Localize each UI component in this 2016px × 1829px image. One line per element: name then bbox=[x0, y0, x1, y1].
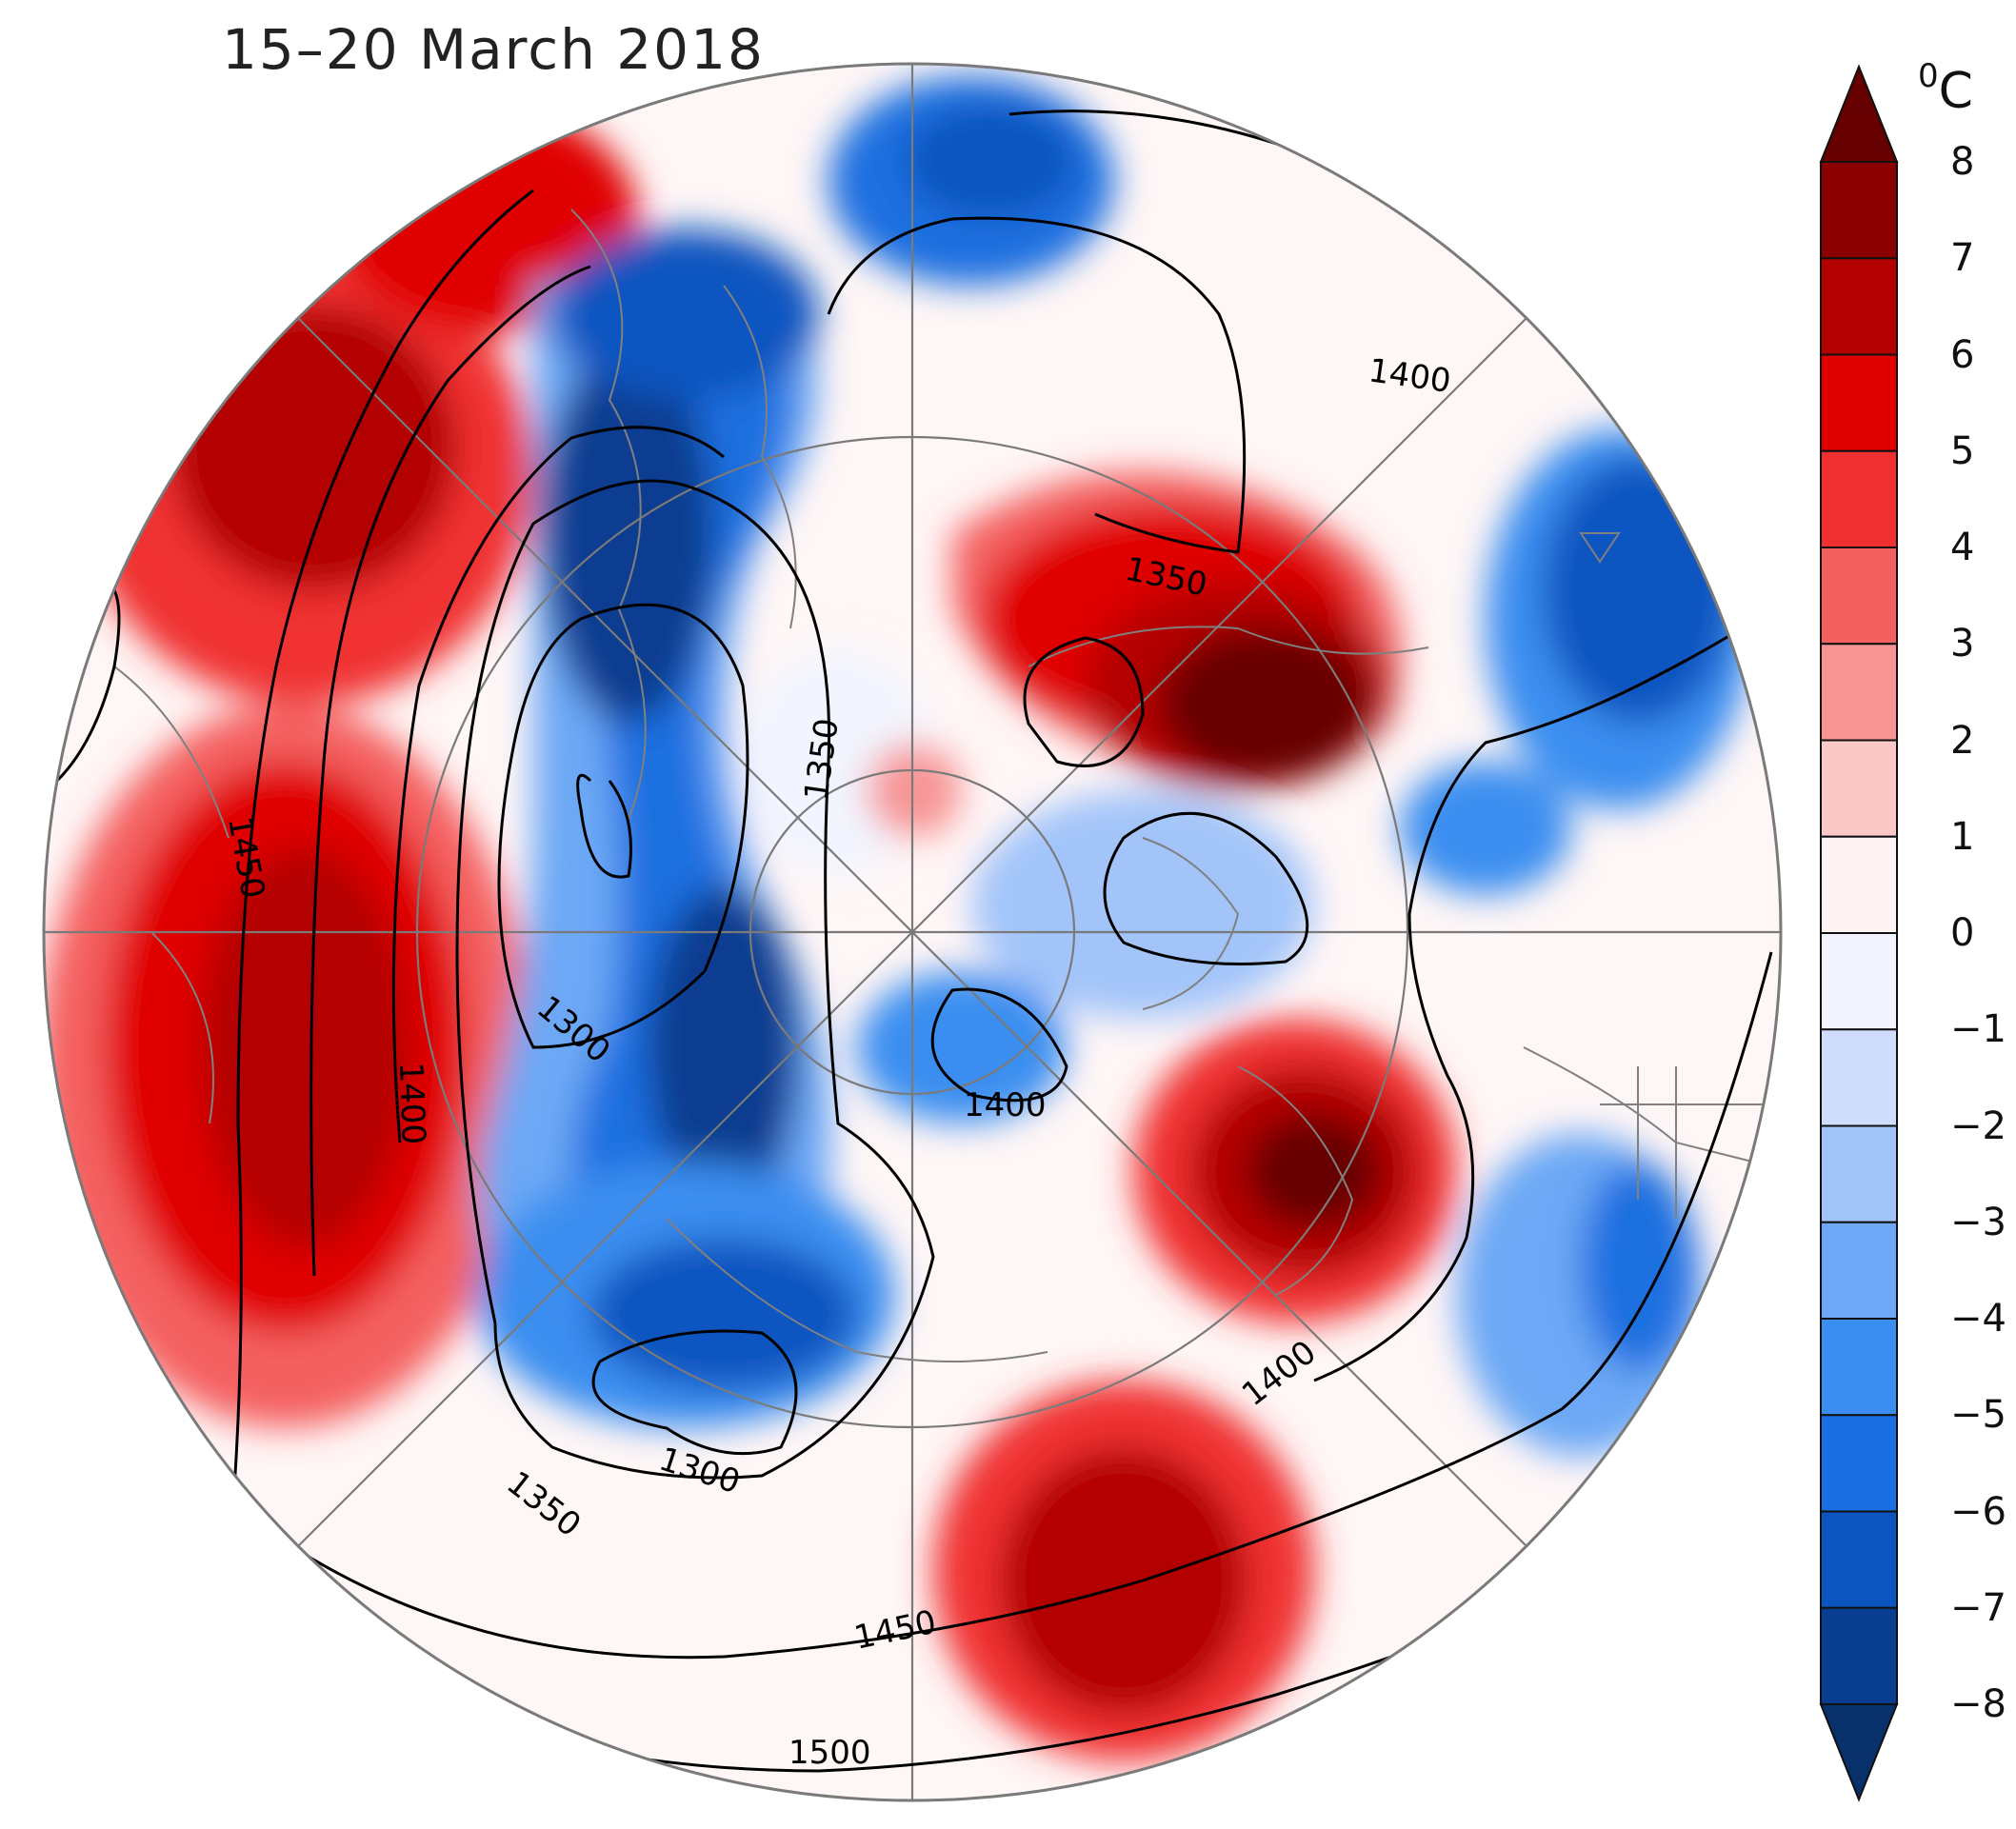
unit-superscript: 0 bbox=[1918, 57, 1939, 95]
map-boundary bbox=[42, 62, 1783, 1802]
colorbar-arrow-top bbox=[1819, 64, 1899, 163]
colorbar-tick-label: 1 bbox=[1950, 814, 1975, 859]
colorbar-tick-label: −2 bbox=[1950, 1103, 2006, 1148]
colorbar-arrow-bottom bbox=[1819, 1703, 1899, 1802]
colorbar-tick-label: −8 bbox=[1950, 1682, 2006, 1726]
colorbar-tick-label: 3 bbox=[1950, 622, 1975, 666]
unit-base: C bbox=[1938, 63, 1973, 120]
colorbar bbox=[1819, 64, 1899, 1802]
colorbar-tick-label: 4 bbox=[1950, 526, 1975, 569]
colorbar-tick-label: −4 bbox=[1950, 1297, 2006, 1341]
colorbar-tick-label: −3 bbox=[1950, 1200, 2006, 1244]
colorbar-tick-label: −1 bbox=[1950, 1007, 2006, 1052]
colorbar-box bbox=[1820, 1606, 1898, 1705]
colorbar-box bbox=[1820, 1221, 1898, 1320]
colorbar-unit: 0C bbox=[1918, 57, 1973, 120]
colorbar-box bbox=[1820, 1028, 1898, 1127]
colorbar-box bbox=[1820, 1414, 1898, 1513]
colorbar-tick-label: −7 bbox=[1950, 1585, 2006, 1630]
colorbar-box bbox=[1820, 353, 1898, 452]
contour-label: 1400 bbox=[964, 1086, 1047, 1124]
colorbar-tick-label: 8 bbox=[1950, 140, 1975, 184]
colorbar-tick-label: −5 bbox=[1950, 1393, 2006, 1438]
map-title: 15–20 March 2018 bbox=[222, 17, 765, 82]
graticule bbox=[44, 64, 1781, 1800]
colorbar-box bbox=[1820, 257, 1898, 356]
colorbar-box bbox=[1820, 1318, 1898, 1417]
colorbar-tick-label: 6 bbox=[1950, 332, 1975, 377]
contour-label: 1500 bbox=[788, 1734, 871, 1772]
colorbar-box bbox=[1820, 1510, 1898, 1609]
colorbar-box bbox=[1820, 835, 1898, 934]
colorbar-tick-label: 2 bbox=[1950, 718, 1975, 763]
colorbar-box bbox=[1820, 161, 1898, 260]
colorbar-box bbox=[1820, 739, 1898, 838]
coastlines bbox=[113, 209, 1771, 1362]
colorbar-box bbox=[1820, 449, 1898, 548]
colorbar-tick-label: −6 bbox=[1950, 1489, 2006, 1534]
colorbar-box bbox=[1820, 643, 1898, 742]
colorbar-tick-label: 7 bbox=[1950, 236, 1975, 281]
contour-label: 1400 bbox=[391, 1062, 432, 1145]
colorbar-box bbox=[1820, 1124, 1898, 1223]
anomaly-shading: 1400 1350 1450 1300 1400 1400 1350 1300 … bbox=[44, 64, 1781, 1800]
colorbar-tick-label: 5 bbox=[1950, 428, 1975, 473]
colorbar-box bbox=[1820, 932, 1898, 1031]
colorbar-tick-label: 0 bbox=[1950, 911, 1975, 955]
colorbar-box bbox=[1820, 547, 1898, 646]
